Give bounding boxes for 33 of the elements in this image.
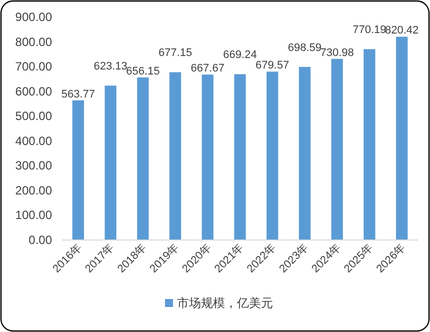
y-tick-label: 300.00 [15,158,52,173]
data-label: 677.15 [158,47,192,60]
y-tick-label: 0.00 [28,233,52,247]
bar [234,74,246,240]
data-label: 623.13 [94,60,128,73]
data-label: 698.59 [288,42,322,54]
bar [266,72,278,240]
y-tick-label: 100.00 [15,208,52,222]
data-label: 820.42 [384,24,419,37]
data-label: 563.77 [61,88,96,100]
y-tick-label: 200.00 [15,183,52,198]
data-label: 679.57 [256,60,290,72]
bar [169,72,182,240]
data-label: 730.98 [320,46,354,59]
bar [298,66,311,240]
data-label: 656.15 [126,65,160,78]
legend-label: 市场规模，亿美元 [177,296,273,310]
bar [396,36,408,240]
bar [72,100,84,240]
y-tick-label: 900.00 [15,10,52,24]
y-tick-label: 500.00 [15,109,52,124]
bar [364,49,376,240]
bar [202,74,214,240]
data-label: 667.67 [190,62,224,75]
y-tick-label: 700.00 [15,60,52,74]
y-tick-label: 600.00 [15,84,52,98]
bar [104,86,116,240]
data-label: 669.24 [223,49,257,62]
y-tick-label: 800.00 [15,34,52,49]
data-label: 770.19 [352,24,386,36]
y-tick-label: 400.00 [15,134,52,148]
bar [331,58,343,240]
bar [137,77,149,240]
